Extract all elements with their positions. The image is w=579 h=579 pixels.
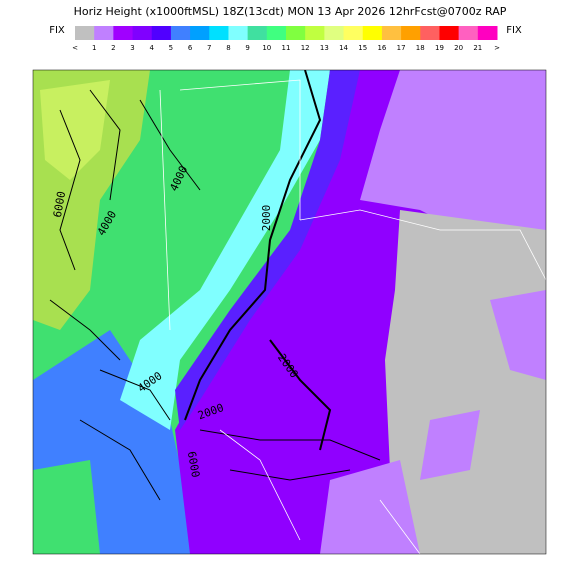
- color-label: 4: [149, 44, 154, 52]
- color-swatch: [458, 26, 479, 40]
- color-label: 21: [473, 44, 482, 52]
- color-label: 16: [377, 44, 386, 52]
- color-label: 5: [169, 44, 173, 52]
- color-swatch: [305, 26, 325, 40]
- color-swatch: [477, 26, 498, 40]
- map: 6000 4000 4000 2000 2000 4000 2000 6000: [32, 69, 547, 555]
- contour-label: 2000: [260, 205, 273, 232]
- color-label: 19: [435, 44, 444, 52]
- color-label: 1: [92, 44, 96, 52]
- color-swatch: [247, 26, 268, 40]
- color-swatch: [132, 26, 153, 40]
- high-terrain: [40, 80, 110, 180]
- color-label: 15: [358, 44, 367, 52]
- color-swatch: [151, 26, 172, 40]
- color-swatch: [75, 26, 95, 40]
- color-label: 20: [454, 44, 463, 52]
- fix-right: FIX: [506, 25, 522, 36]
- cyan-band: [120, 70, 330, 430]
- color-swatch: [439, 26, 460, 40]
- color-label: 17: [397, 44, 406, 52]
- color-swatch: [324, 26, 345, 40]
- color-swatch: [266, 26, 287, 40]
- color-label: 13: [320, 44, 329, 52]
- color-swatch: [94, 26, 114, 40]
- contour: [199, 429, 381, 481]
- color-label: 3: [130, 44, 134, 52]
- lavender-patch: [320, 290, 546, 554]
- color-swatch: [381, 26, 402, 40]
- terrain: [33, 460, 100, 554]
- color-label: 7: [207, 44, 211, 52]
- color-label: 6: [188, 44, 193, 52]
- color-swatch: [228, 26, 249, 40]
- color-swatch: [170, 26, 191, 40]
- color-swatch: [190, 26, 210, 40]
- color-label: 18: [416, 44, 425, 52]
- color-label: 9: [245, 44, 249, 52]
- color-swatch: [401, 26, 421, 40]
- contour: [269, 339, 332, 451]
- gray-area: [385, 210, 546, 554]
- color-label: <: [72, 44, 78, 52]
- blue-band: [175, 70, 360, 430]
- title: Horiz Height (x1000ftMSL) 18Z(13cdt) MON…: [74, 5, 507, 18]
- color-swatch: [286, 26, 306, 40]
- color-label: 2: [111, 44, 115, 52]
- contour: [184, 70, 322, 421]
- color-swatch: [420, 26, 440, 40]
- contour-label: 6000: [185, 450, 202, 478]
- fix-left: FIX: [49, 25, 65, 36]
- color-label: 10: [262, 44, 271, 52]
- color-swatch: [209, 26, 229, 40]
- color-swatch: [113, 26, 134, 40]
- color-swatch: [362, 26, 383, 40]
- color-label: >: [494, 44, 500, 52]
- color-label: 12: [301, 44, 310, 52]
- colorbar: <1 2 3 4 5 6 7 8 9 10 11 12 13 14 15 16 17 18 19 20 21 >: [72, 26, 500, 52]
- color-label: 8: [226, 44, 230, 52]
- contour: [49, 89, 201, 501]
- color-label: 11: [282, 44, 291, 52]
- border: [159, 79, 546, 554]
- color-swatch: [343, 26, 364, 40]
- color-label: 14: [339, 44, 348, 52]
- map-frame: [32, 69, 547, 555]
- contour-label: 6000: [51, 190, 68, 218]
